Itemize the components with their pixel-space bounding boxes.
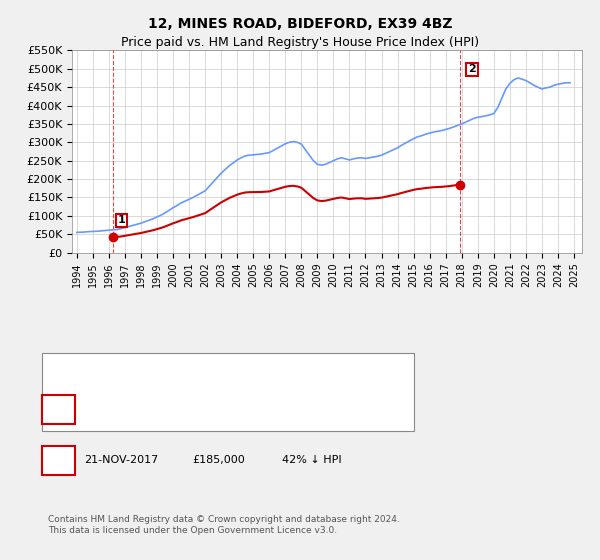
Text: 42% ↓ HPI: 42% ↓ HPI [282, 455, 341, 465]
Text: 12, MINES ROAD, BIDEFORD, EX39 4BZ (detached house): 12, MINES ROAD, BIDEFORD, EX39 4BZ (deta… [99, 367, 398, 377]
Text: 1: 1 [118, 215, 125, 225]
Text: 12, MINES ROAD, BIDEFORD, EX39 4BZ: 12, MINES ROAD, BIDEFORD, EX39 4BZ [148, 17, 452, 31]
Text: HPI: Average price, detached house, Torridge: HPI: Average price, detached house, Torr… [99, 395, 334, 405]
Text: Contains HM Land Registry data © Crown copyright and database right 2024.
This d: Contains HM Land Registry data © Crown c… [48, 515, 400, 535]
Text: Price paid vs. HM Land Registry's House Price Index (HPI): Price paid vs. HM Land Registry's House … [121, 36, 479, 49]
Text: 38% ↓ HPI: 38% ↓ HPI [282, 405, 341, 415]
Text: 2: 2 [468, 64, 476, 74]
Text: 1: 1 [54, 403, 62, 417]
Text: £185,000: £185,000 [192, 455, 245, 465]
Text: ─────: ───── [60, 366, 97, 379]
Text: ─────: ───── [60, 394, 97, 407]
Text: 29-MAR-1996: 29-MAR-1996 [84, 405, 159, 415]
Text: 2: 2 [54, 454, 62, 467]
Text: £42,000: £42,000 [192, 405, 238, 415]
Text: 21-NOV-2017: 21-NOV-2017 [84, 455, 158, 465]
